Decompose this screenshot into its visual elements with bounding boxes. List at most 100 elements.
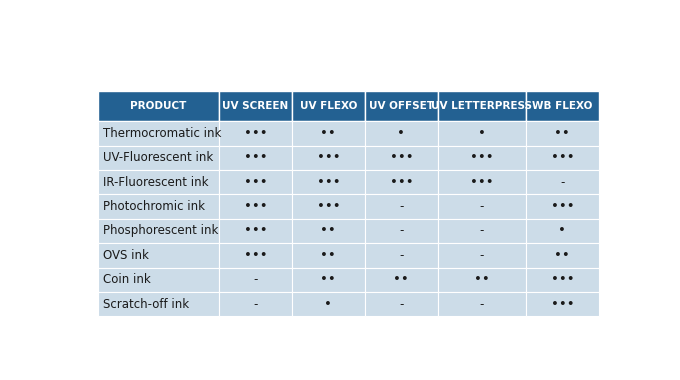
Text: Phosphorescent ink: Phosphorescent ink: [103, 225, 219, 238]
Text: ••: ••: [320, 225, 336, 238]
Text: •••: •••: [317, 176, 340, 189]
Text: IR-Fluorescent ink: IR-Fluorescent ink: [103, 176, 209, 189]
FancyBboxPatch shape: [292, 219, 365, 243]
Text: •••: •••: [551, 298, 574, 310]
Text: UV FLEXO: UV FLEXO: [300, 101, 357, 111]
FancyBboxPatch shape: [219, 195, 292, 219]
Text: •••: •••: [390, 151, 413, 165]
Text: -: -: [399, 200, 403, 213]
Text: •: •: [478, 127, 486, 140]
FancyBboxPatch shape: [98, 121, 219, 146]
Text: ••: ••: [474, 273, 490, 286]
Text: UV-Fluorescent ink: UV-Fluorescent ink: [103, 151, 214, 165]
FancyBboxPatch shape: [438, 91, 526, 121]
FancyBboxPatch shape: [219, 219, 292, 243]
Text: •••: •••: [243, 151, 267, 165]
Text: •••: •••: [470, 176, 494, 189]
FancyBboxPatch shape: [365, 219, 438, 243]
Text: -: -: [479, 249, 484, 262]
FancyBboxPatch shape: [365, 91, 438, 121]
FancyBboxPatch shape: [365, 146, 438, 170]
Text: -: -: [253, 298, 258, 310]
FancyBboxPatch shape: [365, 243, 438, 268]
Text: •••: •••: [243, 225, 267, 238]
FancyBboxPatch shape: [526, 195, 599, 219]
Text: -: -: [479, 200, 484, 213]
Text: •••: •••: [317, 200, 340, 213]
FancyBboxPatch shape: [438, 121, 526, 146]
FancyBboxPatch shape: [98, 91, 219, 121]
FancyBboxPatch shape: [365, 292, 438, 316]
Text: •••: •••: [317, 151, 340, 165]
FancyBboxPatch shape: [292, 243, 365, 268]
FancyBboxPatch shape: [438, 268, 526, 292]
FancyBboxPatch shape: [292, 195, 365, 219]
Text: Photochromic ink: Photochromic ink: [103, 200, 205, 213]
FancyBboxPatch shape: [526, 170, 599, 195]
Text: Coin ink: Coin ink: [103, 273, 151, 286]
FancyBboxPatch shape: [526, 91, 599, 121]
Text: •••: •••: [243, 176, 267, 189]
Text: -: -: [479, 225, 484, 238]
FancyBboxPatch shape: [292, 146, 365, 170]
Text: UV SCREEN: UV SCREEN: [222, 101, 288, 111]
FancyBboxPatch shape: [219, 243, 292, 268]
FancyBboxPatch shape: [98, 292, 219, 316]
FancyBboxPatch shape: [438, 146, 526, 170]
Text: •••: •••: [243, 200, 267, 213]
FancyBboxPatch shape: [219, 292, 292, 316]
Text: PRODUCT: PRODUCT: [131, 101, 187, 111]
FancyBboxPatch shape: [365, 170, 438, 195]
Text: ••: ••: [320, 249, 336, 262]
FancyBboxPatch shape: [98, 146, 219, 170]
Text: ••: ••: [320, 127, 336, 140]
Text: UV LETTERPRESS: UV LETTERPRESS: [431, 101, 532, 111]
FancyBboxPatch shape: [365, 121, 438, 146]
FancyBboxPatch shape: [98, 243, 219, 268]
Text: •••: •••: [551, 151, 574, 165]
Text: UV OFFSET: UV OFFSET: [369, 101, 434, 111]
FancyBboxPatch shape: [292, 292, 365, 316]
Text: •: •: [324, 298, 333, 310]
FancyBboxPatch shape: [526, 292, 599, 316]
FancyBboxPatch shape: [98, 219, 219, 243]
Text: OVS ink: OVS ink: [103, 249, 150, 262]
FancyBboxPatch shape: [219, 146, 292, 170]
FancyBboxPatch shape: [292, 170, 365, 195]
FancyBboxPatch shape: [438, 243, 526, 268]
FancyBboxPatch shape: [526, 146, 599, 170]
Text: Scratch-off ink: Scratch-off ink: [103, 298, 190, 310]
Text: ••: ••: [554, 127, 571, 140]
Text: -: -: [253, 273, 258, 286]
Text: •••: •••: [551, 273, 574, 286]
FancyBboxPatch shape: [526, 219, 599, 243]
FancyBboxPatch shape: [438, 219, 526, 243]
FancyBboxPatch shape: [365, 268, 438, 292]
Text: •••: •••: [243, 127, 267, 140]
FancyBboxPatch shape: [98, 170, 219, 195]
FancyBboxPatch shape: [219, 170, 292, 195]
FancyBboxPatch shape: [526, 268, 599, 292]
FancyBboxPatch shape: [365, 195, 438, 219]
FancyBboxPatch shape: [98, 268, 219, 292]
FancyBboxPatch shape: [219, 268, 292, 292]
FancyBboxPatch shape: [292, 91, 365, 121]
FancyBboxPatch shape: [438, 292, 526, 316]
FancyBboxPatch shape: [438, 195, 526, 219]
FancyBboxPatch shape: [438, 170, 526, 195]
FancyBboxPatch shape: [219, 121, 292, 146]
Text: -: -: [399, 298, 403, 310]
Text: •••: •••: [390, 176, 413, 189]
FancyBboxPatch shape: [526, 121, 599, 146]
Text: WB FLEXO: WB FLEXO: [532, 101, 592, 111]
Text: -: -: [399, 249, 403, 262]
FancyBboxPatch shape: [219, 91, 292, 121]
Text: •: •: [397, 127, 405, 140]
Text: -: -: [399, 225, 403, 238]
FancyBboxPatch shape: [292, 121, 365, 146]
Text: •••: •••: [243, 249, 267, 262]
FancyBboxPatch shape: [98, 195, 219, 219]
Text: •: •: [558, 225, 566, 238]
Text: ••: ••: [554, 249, 571, 262]
Text: ••: ••: [394, 273, 409, 286]
